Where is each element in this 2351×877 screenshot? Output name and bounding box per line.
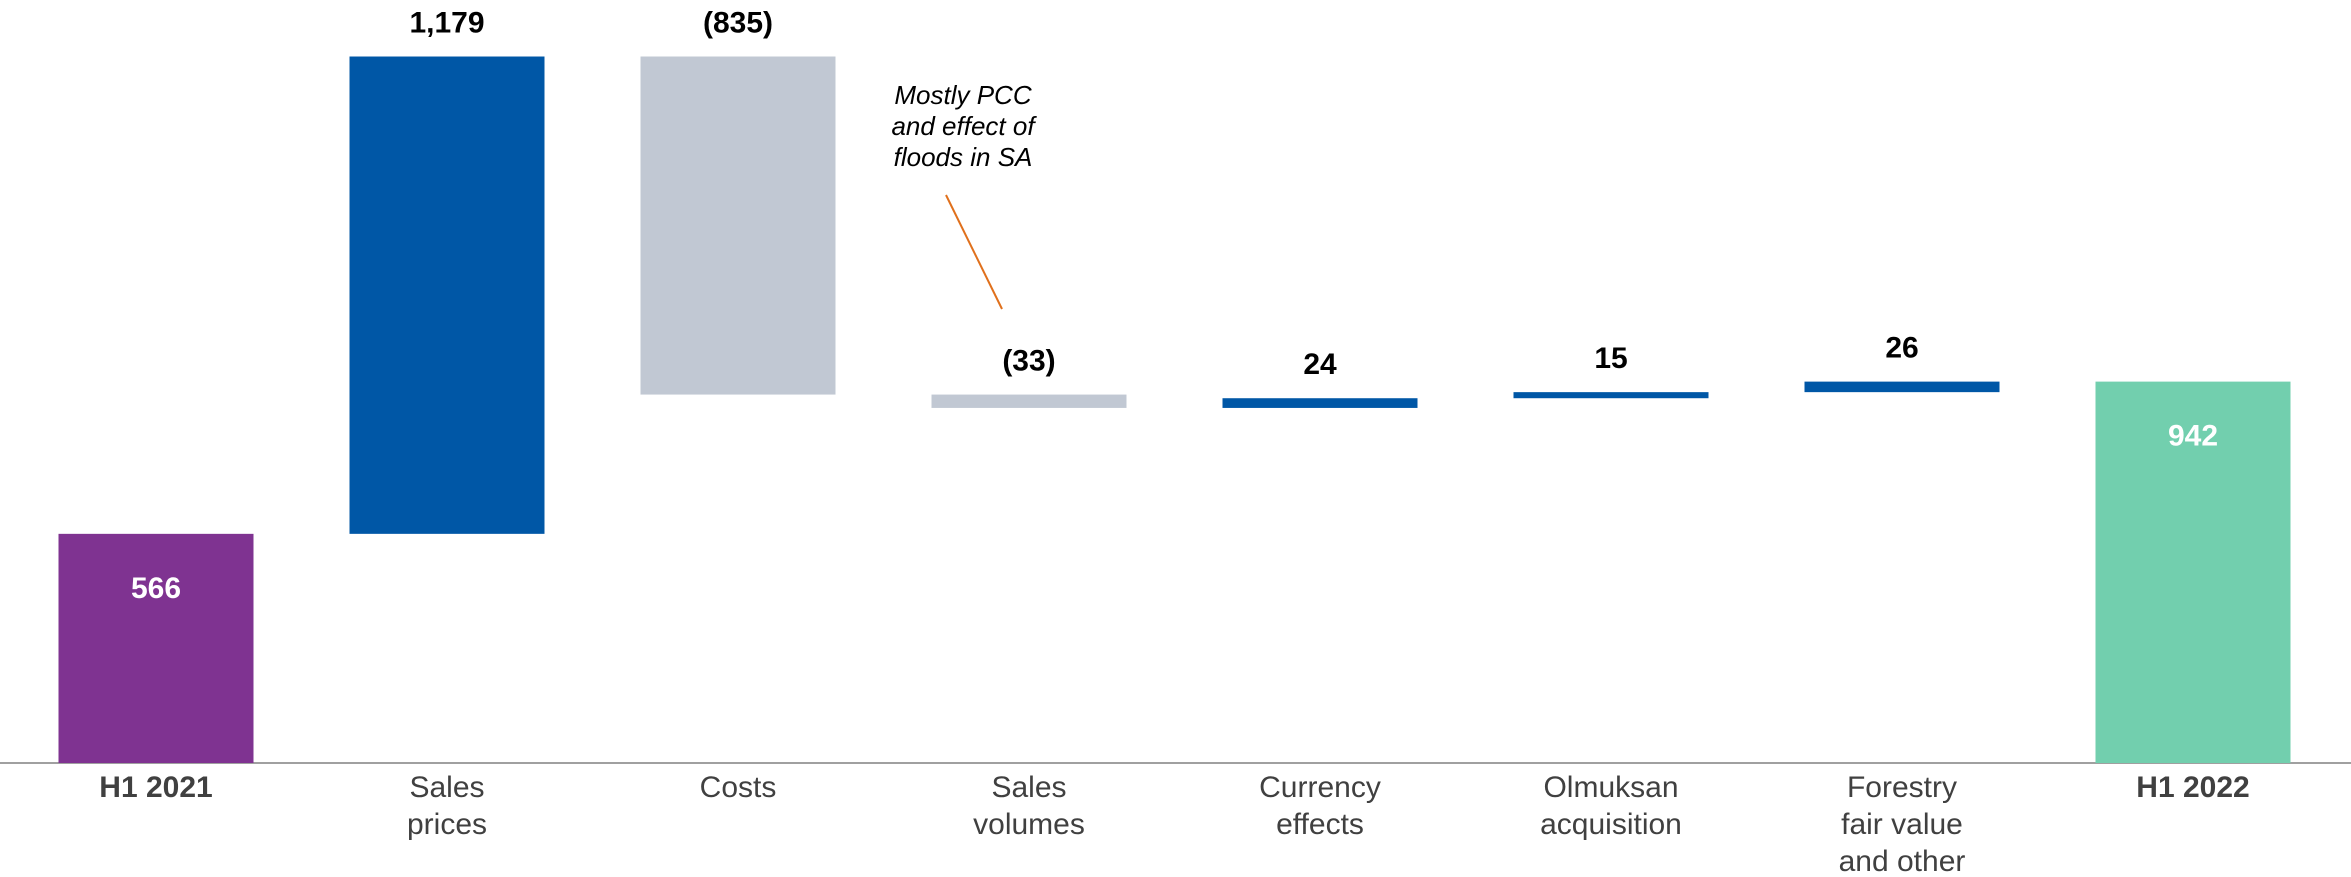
data-label: (835)	[703, 7, 773, 40]
x-tick-label: H1 2022	[2136, 771, 2249, 804]
bar	[1222, 398, 1418, 408]
x-tick-label: Olmuksan acquisition	[1540, 771, 1682, 841]
bar	[640, 56, 836, 395]
data-label: 566	[131, 572, 181, 605]
data-label: 26	[1885, 332, 1918, 365]
x-tick-label: Forestry fair value and other	[1839, 771, 1966, 877]
bar	[58, 533, 254, 763]
x-tick-label: Sales prices	[407, 771, 487, 841]
data-label: (33)	[1002, 345, 1055, 378]
x-tick-label: Currency effects	[1259, 771, 1381, 841]
bar	[931, 394, 1127, 408]
data-label: 15	[1594, 342, 1627, 375]
bar	[349, 56, 545, 534]
data-label: 24	[1303, 348, 1337, 381]
data-label: 1,179	[409, 7, 484, 40]
x-tick-label: Costs	[700, 771, 777, 804]
annotation-line	[945, 194, 1003, 310]
bar	[1804, 381, 2000, 393]
bar	[1513, 392, 1709, 399]
x-tick-label: H1 2021	[99, 771, 212, 804]
x-tick-label: Sales volumes	[973, 771, 1085, 841]
bar	[2095, 381, 2291, 763]
annotation: Mostly PCC and effect of floods in SA	[891, 80, 1037, 172]
data-label: 942	[2168, 420, 2218, 453]
